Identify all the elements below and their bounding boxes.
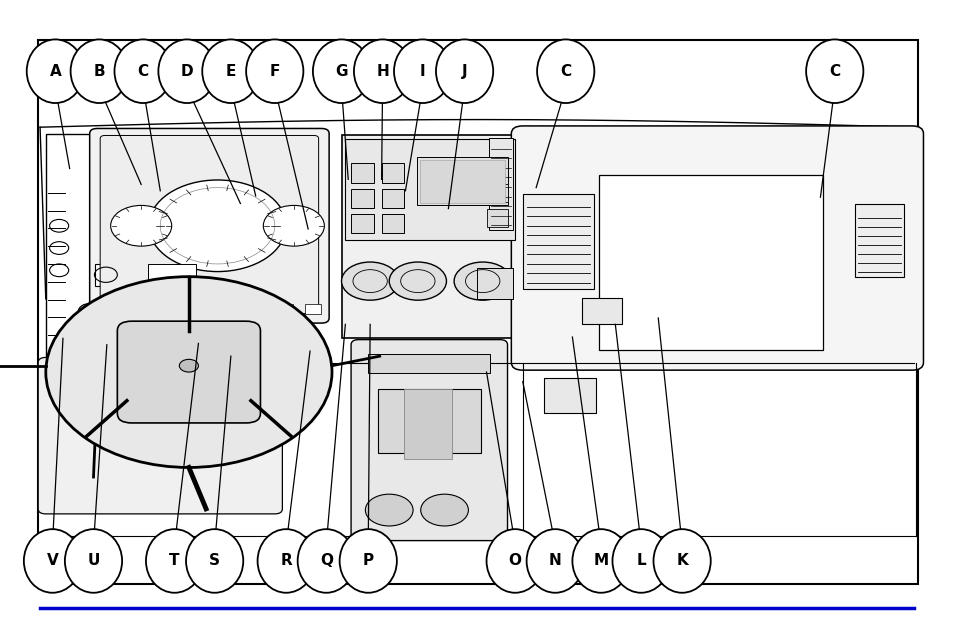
Bar	[277, 304, 293, 314]
Bar	[351, 189, 374, 208]
Text: E: E	[226, 64, 235, 79]
Bar	[419, 160, 504, 203]
Bar	[543, 378, 596, 413]
Ellipse shape	[24, 529, 81, 593]
Text: L: L	[636, 553, 645, 569]
Text: K: K	[676, 553, 687, 569]
Ellipse shape	[313, 39, 370, 103]
Bar	[404, 389, 452, 459]
Circle shape	[454, 262, 511, 300]
Ellipse shape	[436, 39, 493, 103]
Bar	[137, 304, 152, 314]
Circle shape	[46, 277, 332, 467]
FancyBboxPatch shape	[90, 128, 329, 323]
Text: G: G	[335, 64, 348, 79]
Ellipse shape	[297, 529, 355, 593]
Text: M: M	[593, 553, 608, 569]
FancyBboxPatch shape	[117, 321, 260, 423]
Bar	[377, 389, 480, 453]
Bar	[489, 138, 513, 230]
Ellipse shape	[805, 39, 862, 103]
Bar	[581, 298, 621, 324]
Circle shape	[179, 359, 198, 372]
Text: F: F	[270, 64, 279, 79]
Text: N: N	[548, 553, 561, 569]
FancyBboxPatch shape	[38, 357, 282, 514]
Bar	[381, 163, 404, 183]
Text: A: A	[50, 64, 61, 79]
Text: J: J	[461, 64, 467, 79]
Ellipse shape	[27, 39, 84, 103]
Bar	[381, 189, 404, 208]
FancyBboxPatch shape	[341, 135, 517, 338]
Ellipse shape	[146, 529, 203, 593]
Ellipse shape	[158, 39, 215, 103]
Bar	[416, 157, 507, 205]
Ellipse shape	[612, 529, 669, 593]
Bar	[305, 304, 320, 314]
Circle shape	[111, 205, 172, 246]
Bar	[193, 304, 209, 314]
Circle shape	[263, 205, 324, 246]
Text: D: D	[180, 64, 193, 79]
Ellipse shape	[202, 39, 259, 103]
Text: O: O	[508, 553, 521, 569]
Text: V: V	[47, 553, 58, 569]
Bar	[88, 345, 109, 375]
Text: S: S	[209, 553, 220, 569]
Bar	[522, 194, 594, 289]
Text: C: C	[137, 64, 149, 79]
Circle shape	[149, 180, 286, 272]
Ellipse shape	[186, 529, 243, 593]
Ellipse shape	[114, 39, 172, 103]
Ellipse shape	[653, 529, 710, 593]
Ellipse shape	[572, 529, 629, 593]
Ellipse shape	[394, 39, 451, 103]
Bar	[476, 268, 513, 299]
Ellipse shape	[257, 529, 314, 593]
Bar	[148, 264, 195, 280]
Bar	[46, 134, 95, 363]
Text: H: H	[375, 64, 389, 79]
Text: B: B	[93, 64, 105, 79]
Text: R: R	[280, 553, 292, 569]
Ellipse shape	[526, 529, 583, 593]
Ellipse shape	[65, 529, 122, 593]
Bar	[351, 214, 374, 233]
Text: U: U	[88, 553, 99, 569]
Circle shape	[389, 262, 446, 300]
Bar	[221, 304, 236, 314]
Ellipse shape	[246, 39, 303, 103]
Ellipse shape	[537, 39, 594, 103]
Circle shape	[365, 494, 413, 526]
Bar	[368, 354, 490, 373]
Circle shape	[420, 494, 468, 526]
Ellipse shape	[71, 39, 128, 103]
Bar	[486, 184, 507, 202]
Bar	[166, 304, 181, 314]
Bar	[351, 163, 374, 183]
Ellipse shape	[339, 529, 396, 593]
Text: T: T	[169, 553, 180, 569]
Bar	[249, 304, 264, 314]
Bar	[381, 214, 404, 233]
Ellipse shape	[486, 529, 543, 593]
Text: C: C	[828, 64, 840, 79]
FancyBboxPatch shape	[511, 126, 923, 370]
Bar	[345, 139, 515, 240]
Bar	[486, 209, 507, 227]
Bar	[854, 204, 903, 277]
Bar	[110, 304, 125, 314]
Bar	[598, 175, 822, 350]
Text: Q: Q	[319, 553, 333, 569]
Text: C: C	[559, 64, 571, 79]
FancyBboxPatch shape	[351, 340, 507, 541]
Bar	[95, 264, 116, 286]
Bar	[38, 40, 917, 584]
Text: I: I	[419, 64, 425, 79]
FancyBboxPatch shape	[100, 135, 318, 314]
Text: P: P	[362, 553, 374, 569]
Circle shape	[341, 262, 398, 300]
Ellipse shape	[354, 39, 411, 103]
